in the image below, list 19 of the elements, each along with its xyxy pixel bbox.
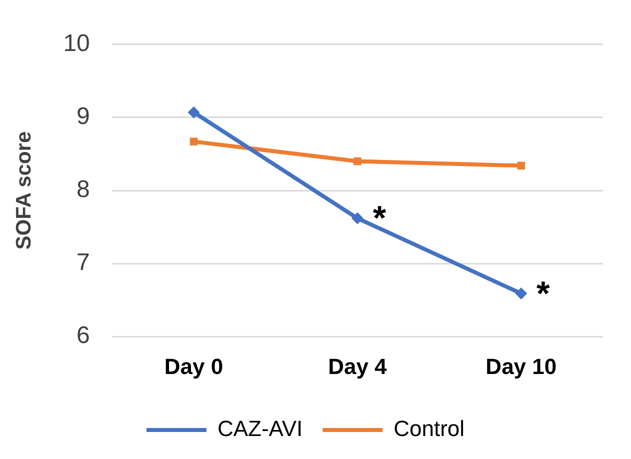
x-tick-label: Day 10	[486, 354, 557, 379]
y-tick-label: 7	[76, 249, 90, 276]
y-tick-label: 10	[63, 30, 90, 58]
y-tick-label: 6	[76, 322, 90, 350]
annotation: *	[372, 200, 387, 238]
point	[188, 106, 200, 118]
legend-label: Control	[394, 416, 465, 442]
y-tick-label: 8	[76, 176, 90, 204]
annotation: *	[536, 274, 551, 313]
point	[354, 157, 362, 166]
point	[517, 162, 526, 170]
point	[190, 138, 198, 146]
point	[515, 288, 528, 300]
point	[351, 212, 364, 224]
y-tick-label: 9	[76, 103, 90, 130]
legend-label: CAZ-AVI	[217, 416, 303, 442]
x-tick-label: Day 0	[164, 354, 224, 379]
y-axis-title: SOFA score	[12, 131, 36, 250]
x-tick-label: Day 4	[328, 354, 388, 379]
